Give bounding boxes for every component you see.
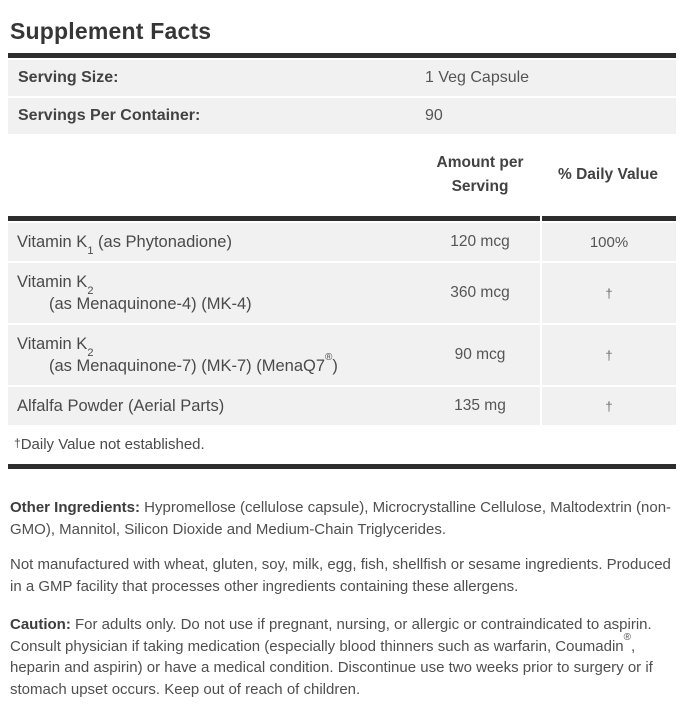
nutrient-daily-value: † [542,325,676,385]
serving-size-value: 1 Veg Capsule [425,69,530,86]
column-divider [540,223,542,261]
mid-rule-left [8,216,540,221]
nutrient-detail: (as Menaquinone-4) (MK-4) [49,295,252,313]
bottom-rule [8,464,676,469]
servings-per-container-row: Servings Per Container: 90 [8,98,676,134]
nutrient-amount: 90 mcg [454,346,506,363]
registered-trademark-symbol: ® [325,351,333,363]
daily-value-header: % Daily Value [558,166,658,183]
column-divider [540,387,542,425]
supplement-facts-label: Supplement Facts Serving Size: 1 Veg Cap… [0,16,684,700]
page-title: Supplement Facts [10,18,212,44]
subscript: 2 [87,285,94,298]
caution-text-part1: For adults only. Do not use if pregnant,… [10,616,652,655]
serving-size-label: Serving Size: [18,69,119,86]
subscript: 1 [87,245,94,258]
nutrient-row-vitamin-k1: Vitamin K1 (as Phytonadione) 120 mcg 100… [8,223,676,261]
nutrient-name-suffix: (as Phytonadione) [93,233,232,251]
nutrient-daily-value: 100% [542,223,676,261]
nutrient-name-text: Vitamin K [17,233,88,251]
nutrient-name-text: Vitamin K [17,335,88,353]
nutrient-name-cell: Vitamin K2 (as Menaquinone-7) (MK-7) (Men… [8,325,540,385]
caution-heading: Caution: [10,616,71,633]
nutrient-name: Vitamin K1 (as Phytonadione) [8,223,420,261]
dagger-symbol: † [14,436,21,450]
caution-paragraph: Caution: For adults only. Do not use if … [10,614,674,700]
column-header-row: Amount per Serving % Daily Value [8,134,676,216]
nutrient-name-cell: Vitamin K1 (as Phytonadione) 120 mcg [8,223,540,261]
nutrient-amount: 360 mcg [450,284,510,301]
servings-per-container-value: 90 [425,107,443,124]
nutrient-name-text: Vitamin K [17,273,88,291]
allergen-statement-paragraph: Not manufactured with wheat, gluten, soy… [10,556,671,595]
nutrient-detail: (as Menaquinone-7) (MK-7) (MenaQ7®) [17,351,420,377]
subscript: 2 [87,347,94,360]
amount-header-line2: Serving [451,178,509,195]
other-ingredients-text: Hypromellose (cellulose capsule), Microc… [10,499,672,538]
nutrient-name: Vitamin K2 (as Menaquinone-4) (MK-4) [8,263,420,323]
daily-value-text: 100% [589,233,629,251]
servings-per-container-label: Servings Per Container: [18,107,201,124]
column-divider [540,263,542,323]
top-rule [8,53,676,58]
footnote-text: Daily Value not established. [20,436,205,453]
amount-per-serving-header: Amount per Serving [420,151,540,199]
mid-rule-right [542,216,676,221]
nutrient-amount: 120 mcg [450,233,510,250]
dagger-symbol: † [605,285,613,301]
other-ingredients-paragraph: Other Ingredients: Hypromellose (cellulo… [10,497,674,540]
registered-trademark-symbol: ® [623,631,632,643]
nutrient-row-vitamin-k2-mk7: Vitamin K2 (as Menaquinone-7) (MK-7) (Men… [8,325,676,385]
dagger-symbol: † [605,347,613,363]
nutrient-amount: 135 mg [454,397,506,414]
nutrient-row-alfalfa-powder: Alfalfa Powder (Aerial Parts) 135 mg † [8,387,676,425]
mid-rule [8,216,676,221]
nutrient-name: Alfalfa Powder (Aerial Parts) [17,397,225,415]
daily-value-footnote: †Daily Value not established. [8,425,676,464]
nutrient-detail-suffix: ) [332,357,338,375]
mid-rule-gap [540,216,542,221]
nutrient-daily-value: † [542,387,676,425]
nutrient-name: Vitamin K2 (as Menaquinone-7) (MK-7) (Men… [8,325,420,385]
column-divider [540,325,542,385]
nutrient-row-vitamin-k2-mk4: Vitamin K2 (as Menaquinone-4) (MK-4) 360 … [8,263,676,323]
nutrient-name-cell: Vitamin K2 (as Menaquinone-4) (MK-4) 360 … [8,263,540,323]
nutrient-daily-value: † [542,263,676,323]
serving-size-row: Serving Size: 1 Veg Capsule [8,60,676,96]
other-ingredients-heading: Other Ingredients: [10,499,141,516]
nutrient-detail-text: (as Menaquinone-7) (MK-7) (MenaQ7 [49,357,326,375]
amount-header-line1: Amount per [436,154,524,171]
dagger-symbol: † [605,398,613,414]
nutrient-name-cell: Alfalfa Powder (Aerial Parts) 135 mg [8,387,540,425]
